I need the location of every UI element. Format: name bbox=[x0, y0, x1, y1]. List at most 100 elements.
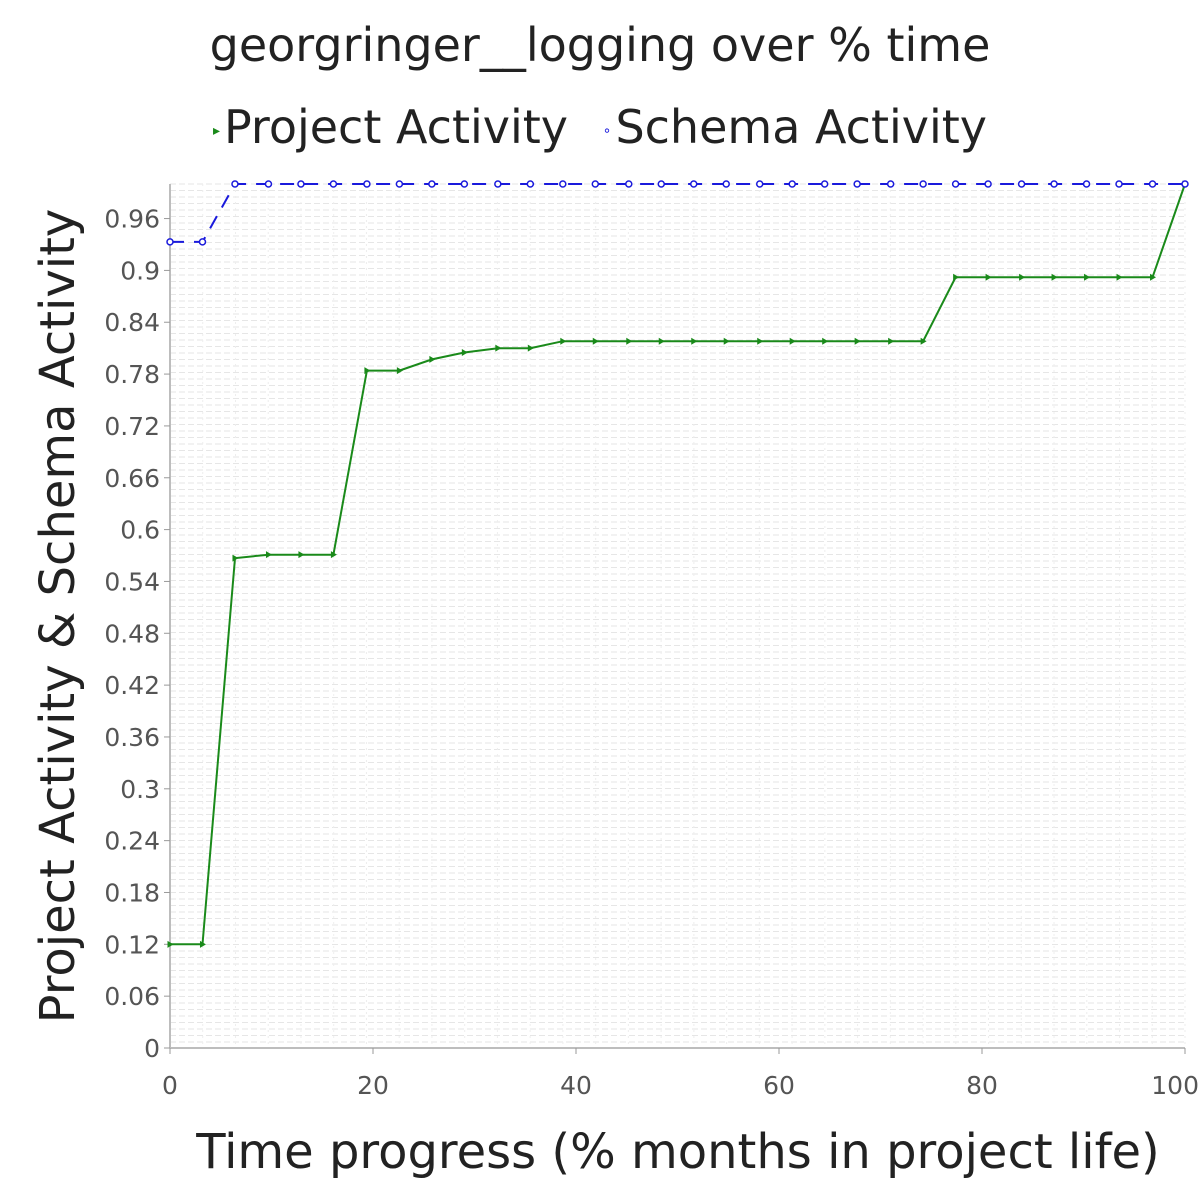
data-point bbox=[231, 180, 239, 188]
data-point bbox=[264, 180, 273, 188]
data-point bbox=[984, 180, 992, 188]
data-point bbox=[461, 348, 468, 356]
data-point bbox=[232, 554, 239, 562]
y-tick-label: 0.36 bbox=[104, 723, 160, 752]
data-point bbox=[853, 180, 861, 188]
y-tick-label: 0 bbox=[144, 1034, 160, 1063]
data-point bbox=[429, 355, 436, 363]
data-point bbox=[167, 940, 174, 948]
data-point bbox=[265, 551, 272, 559]
data-point bbox=[722, 180, 730, 188]
data-point bbox=[1019, 273, 1026, 281]
legend-label-schema-activity: Schema Activity bbox=[615, 100, 988, 154]
y-tick-label: 0.48 bbox=[104, 619, 160, 648]
data-point bbox=[1051, 273, 1058, 281]
data-point bbox=[1181, 180, 1189, 188]
legend-label-project-activity: Project Activity bbox=[224, 100, 569, 154]
data-point bbox=[1150, 273, 1157, 281]
data-point bbox=[592, 337, 599, 345]
y-tick-label: 0.24 bbox=[104, 827, 160, 856]
x-tick-label: 40 bbox=[560, 1071, 592, 1100]
data-point bbox=[657, 180, 666, 188]
series-schema-activity bbox=[166, 180, 1189, 246]
y-tick-label: 0.84 bbox=[104, 308, 160, 337]
data-point bbox=[788, 180, 796, 188]
x-axis-title: Time progress (% months in project life) bbox=[195, 1124, 1160, 1180]
y-tick-label: 0.9 bbox=[120, 256, 160, 285]
data-point bbox=[951, 180, 960, 188]
data-point bbox=[723, 337, 730, 345]
data-point bbox=[297, 180, 305, 188]
x-tick-label: 20 bbox=[357, 1071, 389, 1100]
y-tick-label: 0.78 bbox=[104, 360, 160, 389]
data-point bbox=[1115, 180, 1123, 188]
data-point bbox=[298, 551, 305, 559]
data-point bbox=[919, 180, 927, 188]
data-point bbox=[886, 180, 895, 188]
legend: ▸Project Activity ∘Schema Activity bbox=[0, 100, 1200, 154]
data-point bbox=[1017, 180, 1026, 188]
data-point bbox=[363, 180, 371, 188]
series-line-schema-activity bbox=[170, 183, 1185, 243]
data-point bbox=[985, 273, 992, 281]
data-point bbox=[428, 180, 436, 188]
y-tick-label: 0.96 bbox=[104, 205, 160, 234]
data-point bbox=[888, 337, 895, 345]
data-point bbox=[364, 367, 371, 375]
data-point bbox=[789, 337, 796, 345]
data-point bbox=[559, 180, 567, 188]
y-tick-label: 0.18 bbox=[104, 878, 160, 907]
y-tick-label: 0.54 bbox=[104, 567, 160, 596]
data-point bbox=[691, 337, 698, 345]
data-point bbox=[626, 337, 633, 345]
series bbox=[166, 180, 1189, 948]
legend-item-project-activity[interactable]: ▸Project Activity bbox=[213, 100, 568, 154]
data-point bbox=[329, 180, 338, 188]
data-point bbox=[1148, 180, 1157, 188]
data-point bbox=[822, 337, 829, 345]
data-point bbox=[527, 344, 534, 352]
data-point bbox=[1084, 273, 1091, 281]
x-tick-label: 60 bbox=[763, 1071, 795, 1100]
data-point bbox=[658, 337, 665, 345]
y-tick-label: 0.3 bbox=[120, 775, 160, 804]
triangle-marker-icon: ▸ bbox=[212, 122, 220, 139]
data-point bbox=[494, 180, 502, 188]
data-point bbox=[1050, 180, 1058, 188]
legend-item-schema-activity[interactable]: ∘Schema Activity bbox=[603, 100, 987, 154]
data-point bbox=[395, 180, 404, 188]
y-tick-label: 0.72 bbox=[104, 412, 160, 441]
data-point bbox=[591, 180, 600, 188]
series-line-project-activity bbox=[170, 183, 1186, 946]
data-point bbox=[1116, 273, 1123, 281]
y-tick-label: 0.06 bbox=[104, 982, 160, 1011]
data-point bbox=[854, 337, 861, 345]
data-point bbox=[1082, 180, 1091, 188]
chart-title: georgringer__logging over % time bbox=[209, 18, 991, 72]
circle-marker-icon: ∘ bbox=[602, 122, 612, 139]
data-point bbox=[820, 180, 829, 188]
data-point bbox=[199, 940, 206, 948]
y-tick-label: 0.42 bbox=[104, 671, 160, 700]
data-point bbox=[460, 180, 469, 188]
x-tick-label: 0 bbox=[162, 1071, 178, 1100]
series-project-activity bbox=[167, 180, 1189, 948]
y-axis-title: Project Activity & Schema Activity bbox=[30, 209, 86, 1024]
data-point bbox=[755, 180, 764, 188]
tick-labels: 0 0.06 0.12 0.18 0.24 0.3 0.36 0.42 0.48 0.54 0.6 0… bbox=[104, 205, 1199, 1100]
x-tick-label: 100 bbox=[1151, 1071, 1199, 1100]
data-point bbox=[757, 337, 764, 345]
data-point bbox=[396, 367, 403, 375]
data-point bbox=[689, 180, 698, 188]
grid bbox=[169, 183, 1186, 1048]
data-point bbox=[526, 180, 535, 188]
axes bbox=[169, 184, 1185, 1049]
data-point bbox=[166, 238, 174, 246]
data-point bbox=[560, 337, 567, 345]
x-tick-label: 80 bbox=[966, 1071, 998, 1100]
y-tick-label: 0.66 bbox=[104, 464, 160, 493]
data-point bbox=[920, 337, 927, 345]
y-tick-label: 0.12 bbox=[104, 930, 160, 959]
y-tick-label: 0.6 bbox=[120, 516, 160, 545]
